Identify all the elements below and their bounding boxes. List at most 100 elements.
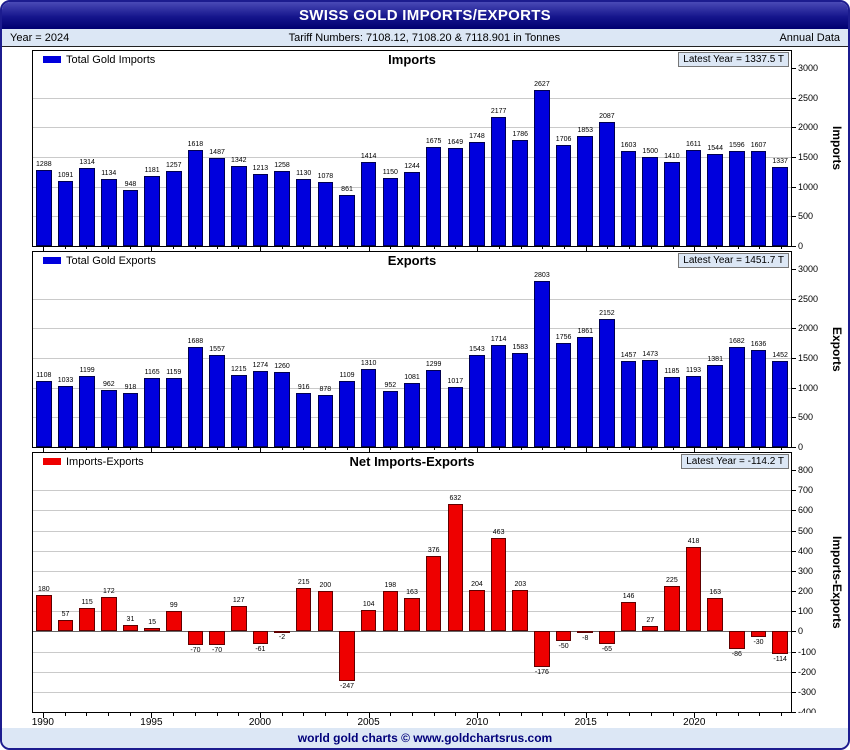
y-tick-label: 0	[798, 442, 804, 452]
bar-net-2016	[599, 631, 615, 645]
bar-value-label: 1078	[317, 173, 334, 181]
bar-net-1998	[209, 631, 225, 646]
bar-value-label: 1299	[425, 360, 442, 368]
bar-net-2024	[772, 631, 788, 655]
net-legend-swatch-icon	[43, 458, 61, 465]
imports-legend: Total Gold Imports	[43, 54, 155, 66]
bar-net-2010	[469, 590, 485, 632]
bar-value-label: 1314	[79, 159, 95, 167]
bar-value-label: 1557	[209, 345, 225, 353]
bar-exports-2024	[772, 360, 788, 447]
bar-value-label: 1706	[555, 135, 572, 143]
bar-value-label: 1596	[729, 142, 745, 150]
annual-data-label: Annual Data	[779, 31, 840, 44]
bar-value-label: 31	[126, 616, 135, 624]
bar-exports-2006	[382, 390, 399, 447]
bar-net-2020	[685, 547, 702, 632]
bar-value-label: 1130	[296, 169, 312, 177]
bar-imports-2019	[664, 162, 680, 246]
net-y-axis-title: Imports-Exports	[830, 536, 844, 629]
bar-imports-2022	[729, 151, 745, 246]
bar-value-label: 27	[646, 616, 655, 624]
bar-value-label: 918	[124, 383, 137, 391]
bar-exports-2008	[425, 369, 442, 447]
bar-value-label: 2152	[599, 310, 615, 318]
bar-value-label: 1543	[469, 346, 485, 354]
bar-exports-2003	[317, 394, 334, 447]
bar-exports-2004	[339, 381, 355, 447]
bar-exports-1995	[144, 377, 160, 447]
bar-exports-2000	[252, 371, 269, 447]
bar-value-label: 1108	[36, 372, 52, 380]
bar-net-2006	[382, 591, 399, 632]
bar-value-label: 203	[514, 581, 527, 589]
bar-value-label: 1607	[750, 141, 767, 149]
bar-exports-1994	[122, 392, 139, 447]
bar-exports-2022	[729, 347, 745, 447]
bar-exports-2020	[685, 376, 702, 447]
bar-net-1996	[165, 611, 182, 632]
tariff-numbers-label: Tariff Numbers: 7108.12, 7108.20 & 7118.…	[288, 31, 561, 44]
bar-value-label: 1181	[144, 166, 160, 174]
bar-value-label: 1257	[165, 162, 182, 170]
exports-panel-title: Exports	[387, 253, 437, 268]
bar-value-label: 1081	[404, 373, 420, 381]
bar-value-label: 1748	[469, 133, 485, 141]
bar-value-label: 180	[37, 586, 50, 594]
y-tick-label: 600	[798, 505, 814, 516]
bar-net-1995	[144, 628, 160, 632]
net-panel-box: Imports-Exports Net Imports-Exports Late…	[32, 452, 792, 713]
bar-value-label: 1150	[382, 168, 398, 176]
bar-net-2004	[339, 631, 355, 682]
bar-value-label: 57	[61, 610, 70, 618]
bar-exports-1991	[57, 385, 74, 447]
net-panel-title: Net Imports-Exports	[349, 454, 475, 469]
bar-value-label: -50	[558, 643, 569, 651]
bar-value-label: 948	[124, 180, 137, 188]
bar-imports-2000	[252, 174, 269, 246]
bar-value-label: 1452	[772, 351, 788, 359]
bar-net-2008	[425, 555, 442, 632]
bar-exports-2007	[404, 382, 420, 447]
exports-panel: Total Gold Exports Exports Latest Year =…	[32, 251, 848, 452]
charts-area: Total Gold Imports Imports Latest Year =…	[2, 47, 848, 713]
imports-y-axis-title: Imports	[830, 126, 844, 171]
bar-net-2017	[620, 601, 637, 632]
bar-imports-2016	[599, 122, 615, 246]
subheader: Year = 2024 Tariff Numbers: 7108.12, 710…	[2, 29, 848, 47]
bar-value-label: 1583	[512, 344, 529, 352]
bar-value-label: 1134	[101, 169, 117, 177]
bar-imports-2007	[404, 172, 420, 246]
imports-x-tickstrip	[32, 247, 792, 251]
imports-y-axis: 0 500 1000 1500 2000 2500 3000	[792, 50, 826, 251]
bar-value-label: 2803	[534, 271, 550, 279]
bar-exports-2021	[707, 365, 723, 447]
exports-panel-header: Total Gold Exports Exports Latest Year =…	[33, 252, 791, 269]
bar-exports-1996	[165, 378, 182, 447]
y-tick-label: 0	[798, 241, 804, 251]
y-tick-label: 400	[798, 545, 814, 556]
imports-panel-header: Total Gold Imports Imports Latest Year =…	[33, 51, 791, 68]
bar-net-1993	[101, 596, 117, 632]
bar-value-label: 1033	[57, 376, 74, 384]
bar-net-2007	[404, 598, 420, 632]
bar-value-label: 1213	[252, 165, 269, 173]
imports-latest-year-badge: Latest Year = 1337.5 T	[678, 52, 789, 67]
bar-value-label: 1786	[512, 131, 529, 139]
bar-value-label: 1274	[252, 362, 269, 370]
bar-exports-2005	[360, 369, 377, 447]
bar-value-label: 2177	[490, 107, 507, 115]
bar-value-label: 861	[341, 185, 353, 193]
bar-net-2014	[555, 631, 572, 642]
bar-net-2018	[642, 625, 658, 632]
y-tick-label: 100	[798, 606, 814, 617]
bar-exports-2013	[534, 280, 550, 447]
bar-value-label: 1603	[620, 141, 637, 149]
x-axis-labels: 1990 1995 2000 2005 2010 2015 2020	[32, 713, 792, 728]
bar-value-label: 1649	[447, 139, 464, 147]
bar-imports-1990	[36, 169, 52, 246]
bar-value-label: -30	[753, 639, 764, 647]
bar-value-label: 632	[449, 494, 462, 502]
bar-value-label: 2087	[599, 113, 615, 121]
y-tick-label: 0	[798, 626, 804, 637]
